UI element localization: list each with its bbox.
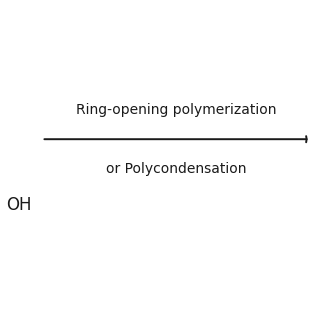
Text: Ring-opening polymerization: Ring-opening polymerization bbox=[76, 103, 276, 117]
Text: OH: OH bbox=[6, 196, 32, 214]
Text: or Polycondensation: or Polycondensation bbox=[106, 162, 246, 176]
